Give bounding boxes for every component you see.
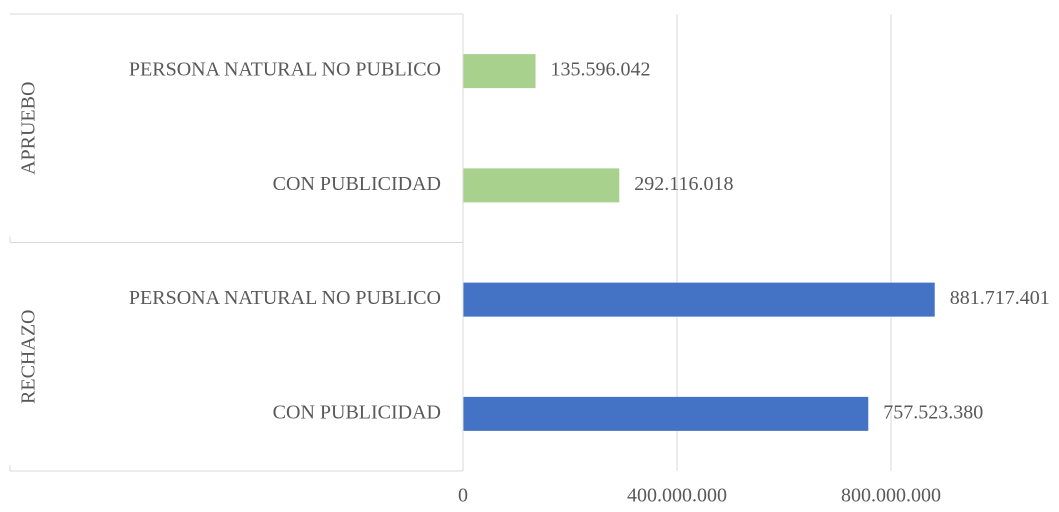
bar	[463, 54, 536, 89]
data-label: 135.596.042	[551, 59, 651, 81]
bar	[463, 396, 869, 431]
y-tick-label: PERSONA NATURAL NO PUBLICO	[129, 287, 441, 309]
y-tick-label: CON PUBLICIDAD	[273, 173, 441, 195]
bar	[463, 282, 935, 317]
x-tick-label: 800.000.000	[841, 485, 941, 507]
y-tick-label: PERSONA NATURAL NO PUBLICO	[129, 59, 441, 81]
x-tick-label: 400.000.000	[627, 485, 727, 507]
group-label: APRUEBO	[18, 82, 40, 175]
x-tick-label: 0	[458, 485, 468, 507]
data-label: 881.717.401	[950, 287, 1050, 309]
y-tick-label: CON PUBLICIDAD	[273, 401, 441, 423]
bar	[463, 168, 620, 203]
data-label: 757.523.380	[883, 401, 983, 423]
group-label: RECHAZO	[18, 310, 40, 404]
data-label: 292.116.018	[634, 173, 733, 195]
